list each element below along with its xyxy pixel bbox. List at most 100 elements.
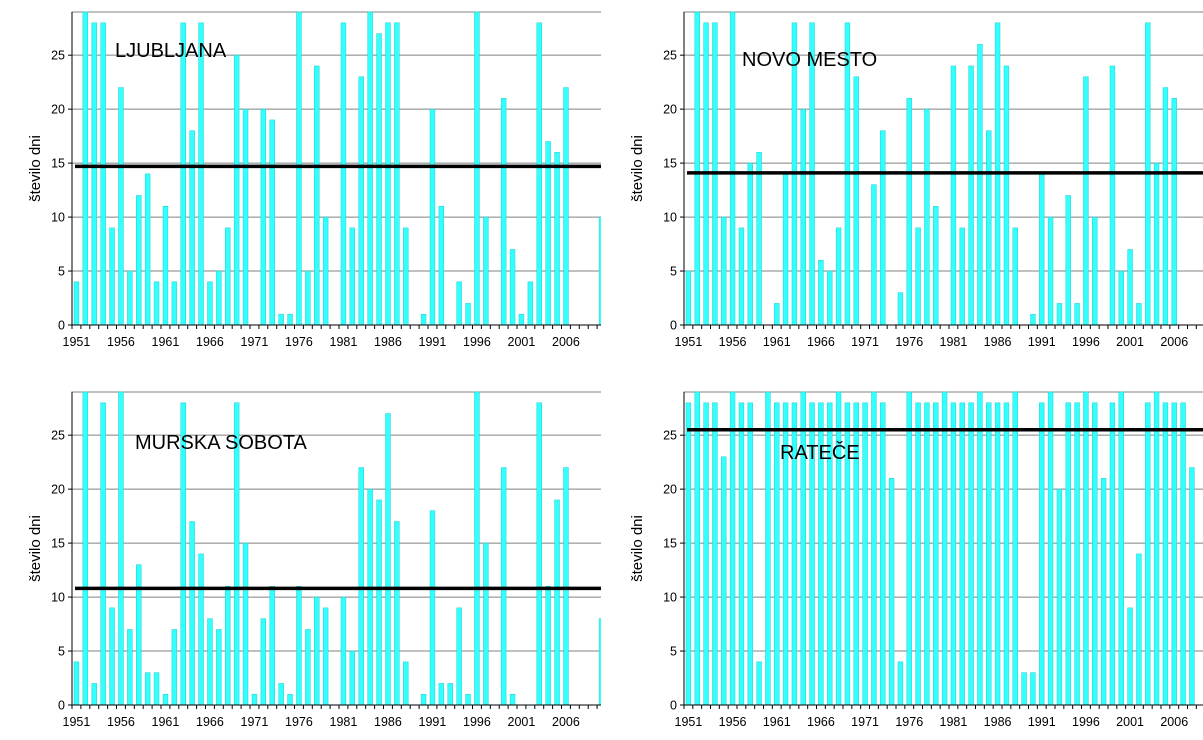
x-tick-label: 1971 [851,335,879,349]
x-tick-label: 1986 [984,335,1012,349]
bar-1955 [721,456,727,706]
bar-2005 [1162,402,1169,706]
bar-1983 [968,402,974,706]
bar-1962 [171,281,178,326]
bar-1984 [977,44,983,326]
x-tick-label: 1971 [241,715,269,729]
x-tick-label: 1966 [807,335,835,349]
bar-1986 [994,402,1001,706]
bar-1952 [82,391,89,706]
bar-1960 [153,672,160,706]
bar-1951 [685,270,692,326]
bar-1957 [738,227,745,326]
x-tick-label: 1961 [763,715,791,729]
bar-1976 [906,391,912,706]
bar-1971 [251,693,258,706]
bar-1975 [287,313,293,326]
bar-1966 [207,618,213,706]
bar-1968 [835,227,842,326]
y-tick-label: 20 [51,103,65,117]
bar-1986 [385,22,391,326]
x-tick-label: 1966 [196,335,224,349]
bar-2006 [563,87,569,326]
x-tick-label: 2006 [552,335,580,349]
bar-1970 [853,76,859,326]
bar-1958 [747,162,753,326]
bar-1967 [216,270,222,326]
bar-1992 [1047,391,1054,706]
bar-1966 [818,259,824,326]
x-tick-label: 1996 [1072,335,1100,349]
bar-2007 [1180,402,1186,706]
bar-1997 [1092,216,1098,326]
bar-1993 [447,683,453,706]
x-tick-label: 1996 [463,335,491,349]
y-tick-label: 15 [51,537,65,551]
bar-1982 [959,402,965,706]
bar-2005 [554,499,560,706]
bar-1990 [1030,313,1036,326]
y-tick-label: 5 [670,645,677,659]
station-title: RATEČE [780,441,860,464]
bar-1997 [483,542,489,706]
bar-1994 [456,607,462,706]
bar-1964 [800,391,806,706]
bar-1991 [1039,173,1045,326]
bar-1999 [1109,402,1116,706]
x-tick-label: 1996 [1072,715,1100,729]
bar-2003 [536,22,542,326]
bar-1957 [127,629,133,706]
bar-1995 [1074,303,1080,326]
bar-1988 [1012,227,1018,326]
bar-1983 [968,65,974,326]
y-tick-label: 20 [51,483,65,497]
bar-1991 [429,510,436,706]
bar-1970 [242,108,249,326]
bar-1995 [465,693,471,706]
x-tick-label: 1961 [763,335,791,349]
bar-1994 [456,281,462,326]
bar-1978 [314,596,320,706]
bar-1963 [180,22,186,326]
bar-1980 [941,391,948,706]
bar-1990 [420,693,427,706]
x-tick-label: 2006 [1160,715,1188,729]
bar-1977 [915,402,921,706]
x-tick-label: 1956 [107,715,135,729]
bar-2010 [598,618,601,706]
bar-1958 [136,564,142,706]
bar-2001 [1127,249,1133,326]
bar-1975 [287,693,293,706]
bar-1995 [465,303,471,326]
y-tick-label: 15 [51,157,65,171]
bar-1996 [1083,391,1089,706]
x-tick-label: 1986 [374,335,402,349]
bar-1991 [1039,402,1045,706]
x-tick-label: 1966 [807,715,835,729]
x-tick-label: 1991 [419,335,447,349]
bar-2008 [1189,467,1195,706]
x-tick-label: 2006 [552,715,580,729]
bar-1961 [162,693,169,706]
bar-1954 [100,402,106,706]
bar-1972 [260,108,267,326]
bar-1965 [198,553,204,706]
chart-ratece: 0 5 10 15 20 25 1951 1956 1961 1966 1971 1976 1981 19… [629,391,1203,729]
bar-1977 [915,227,921,326]
bar-1996 [474,11,480,326]
bar-2001 [518,313,525,326]
bar-1977 [305,629,311,706]
bar-1974 [278,313,284,326]
bar-1953 [91,683,97,706]
x-tick-label: 1956 [719,715,747,729]
x-tick-label: 1986 [984,715,1012,729]
bar-2003 [1145,402,1151,706]
bar-1964 [189,130,195,326]
bar-2005 [554,152,560,326]
bar-1952 [694,391,700,706]
bar-1954 [712,402,718,706]
bar-2000 [1118,270,1124,326]
bar-1981 [340,22,347,326]
y-tick-label: 10 [663,211,677,225]
bar-1973 [269,586,275,706]
